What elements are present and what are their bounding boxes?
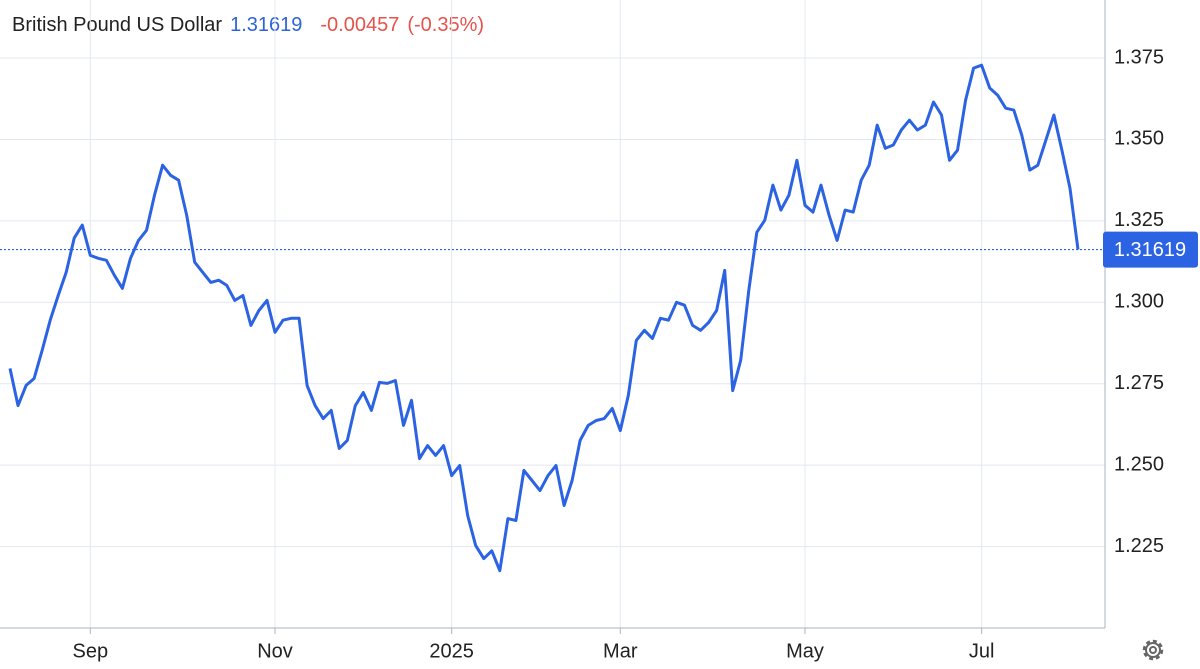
y-tick-label: 1.225 (1114, 535, 1164, 557)
gear-teeth (1142, 639, 1164, 661)
x-tick-label: 2025 (429, 640, 474, 662)
x-tick-label: Sep (73, 640, 109, 662)
y-tick-label: 1.300 (1114, 291, 1164, 313)
x-tick-label: Jul (969, 640, 995, 662)
last-price: 1.31619 (230, 14, 302, 36)
x-tick-label: May (786, 640, 824, 662)
y-tick-label: 1.375 (1114, 46, 1164, 68)
x-tick-label: Mar (603, 640, 638, 662)
last-price-label: 1.31619 (1114, 239, 1186, 261)
x-tick-label: Nov (257, 640, 293, 662)
price-line (8, 63, 1080, 573)
chart-title: British Pound US Dollar 1.31619 -0.00457 (-… (12, 14, 484, 36)
y-tick-label: 1.325 (1114, 209, 1164, 231)
y-tick-label: 1.275 (1114, 372, 1164, 394)
gear-hole (1149, 646, 1157, 654)
y-tick-label: 1.250 (1114, 453, 1164, 475)
price-change-percent: (-0.35%) (407, 14, 484, 36)
title-name: British Pound US Dollar (12, 14, 222, 36)
last-price-badge (1103, 231, 1198, 268)
gear-ring (1145, 642, 1161, 658)
price-change: -0.00457 (320, 14, 399, 36)
y-tick-label: 1.350 (1114, 128, 1164, 150)
settings-icon[interactable] (1142, 639, 1164, 661)
